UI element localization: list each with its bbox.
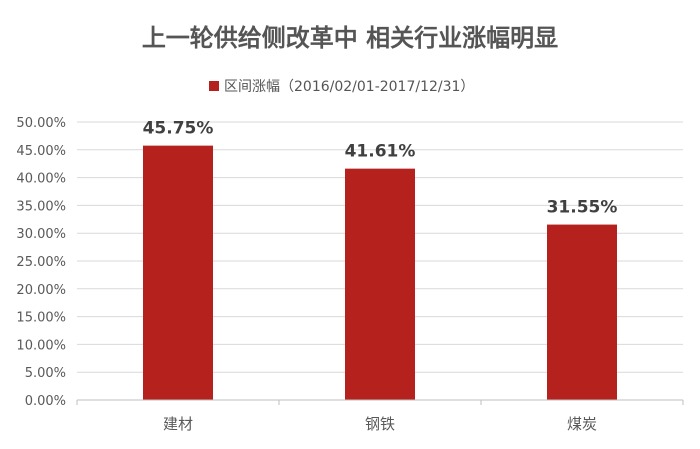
y-tick-label: 10.00% — [16, 338, 66, 353]
legend-label: 区间涨幅（2016/02/01-2017/12/31） — [224, 79, 474, 95]
bar-3 — [547, 224, 617, 400]
chart-title: 上一轮供给侧改革中 相关行业涨幅明显 — [142, 24, 558, 52]
x-category-label: 钢铁 — [365, 415, 395, 433]
data-label: 45.75% — [143, 119, 214, 139]
y-tick-label: 30.00% — [16, 227, 66, 242]
x-axis-tick-marks — [76, 400, 684, 405]
bar-2 — [345, 168, 415, 400]
y-tick-label: 40.00% — [16, 172, 66, 187]
x-axis-category-labels: 建材 钢铁 煤炭 — [163, 415, 597, 433]
y-axis-tick-labels: 0.00% 5.00% 10.00% 15.00% 20.00% 25.00% 30.00%… — [16, 116, 66, 409]
bar-1 — [143, 145, 213, 400]
legend-swatch — [209, 81, 219, 91]
data-label: 31.55% — [547, 198, 618, 218]
y-tick-label: 0.00% — [25, 394, 66, 409]
y-tick-label: 15.00% — [16, 311, 66, 326]
x-category-label: 建材 — [163, 415, 193, 433]
y-tick-label: 35.00% — [16, 199, 66, 214]
y-tick-label: 50.00% — [16, 116, 66, 131]
legend: 区间涨幅（2016/02/01-2017/12/31） — [209, 79, 474, 95]
y-tick-label: 45.00% — [16, 144, 66, 159]
bars — [143, 145, 617, 400]
y-tick-label: 5.00% — [25, 366, 66, 381]
y-tick-label: 20.00% — [16, 283, 66, 298]
data-label: 41.61% — [345, 142, 416, 162]
x-category-label: 煤炭 — [567, 415, 597, 433]
data-labels: 45.75% 41.61% 31.55% — [143, 119, 618, 218]
y-tick-label: 25.00% — [16, 255, 66, 270]
